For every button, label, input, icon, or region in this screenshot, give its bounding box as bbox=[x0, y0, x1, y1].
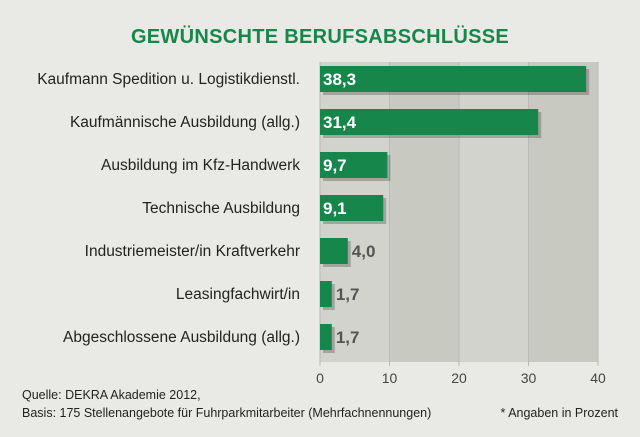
bar bbox=[320, 195, 384, 221]
category-label: Technische Ausbildung bbox=[142, 200, 300, 217]
basis-text: Basis: 175 Stellenangebote für Fuhrparkm… bbox=[22, 406, 432, 420]
unit-note: * Angaben in Prozent bbox=[500, 406, 618, 420]
grid-band bbox=[389, 62, 459, 362]
x-tick-label: 20 bbox=[451, 370, 467, 386]
bar bbox=[320, 281, 332, 307]
category-label: Industriemeister/in Kraftverkehr bbox=[85, 243, 300, 260]
category-label: Abgeschlossene Ausbildung (allg.) bbox=[63, 329, 300, 346]
bar bbox=[320, 152, 388, 178]
category-label: Kaufmann Spedition u. Logistikdienstl. bbox=[37, 71, 300, 88]
value-label: 1,7 bbox=[336, 328, 360, 347]
grid-band bbox=[459, 62, 529, 362]
x-tick-label: 0 bbox=[316, 370, 324, 386]
value-label: 31,4 bbox=[323, 113, 357, 132]
category-label: Leasingfachwirt/in bbox=[176, 286, 300, 303]
bar bbox=[320, 238, 348, 264]
x-tick-label: 10 bbox=[382, 370, 398, 386]
value-label: 9,1 bbox=[323, 199, 347, 218]
bar bbox=[320, 109, 539, 135]
category-label: Ausbildung im Kfz-Handwerk bbox=[101, 157, 300, 174]
value-label: 9,7 bbox=[323, 156, 347, 175]
source-text: Quelle: DEKRA Akademie 2012, bbox=[22, 388, 201, 402]
x-tick-label: 30 bbox=[521, 370, 537, 386]
bar bbox=[320, 324, 332, 350]
value-label: 4,0 bbox=[352, 242, 376, 261]
bar bbox=[320, 66, 587, 92]
value-label: 38,3 bbox=[323, 70, 356, 89]
grid-band bbox=[528, 62, 598, 362]
value-label: 1,7 bbox=[336, 285, 360, 304]
category-label: Kaufmännische Ausbildung (allg.) bbox=[70, 114, 300, 131]
chart-title: GEWÜNSCHTE BERUFSABSCHLÜSSE bbox=[130, 26, 510, 48]
x-tick-label: 40 bbox=[590, 370, 606, 386]
